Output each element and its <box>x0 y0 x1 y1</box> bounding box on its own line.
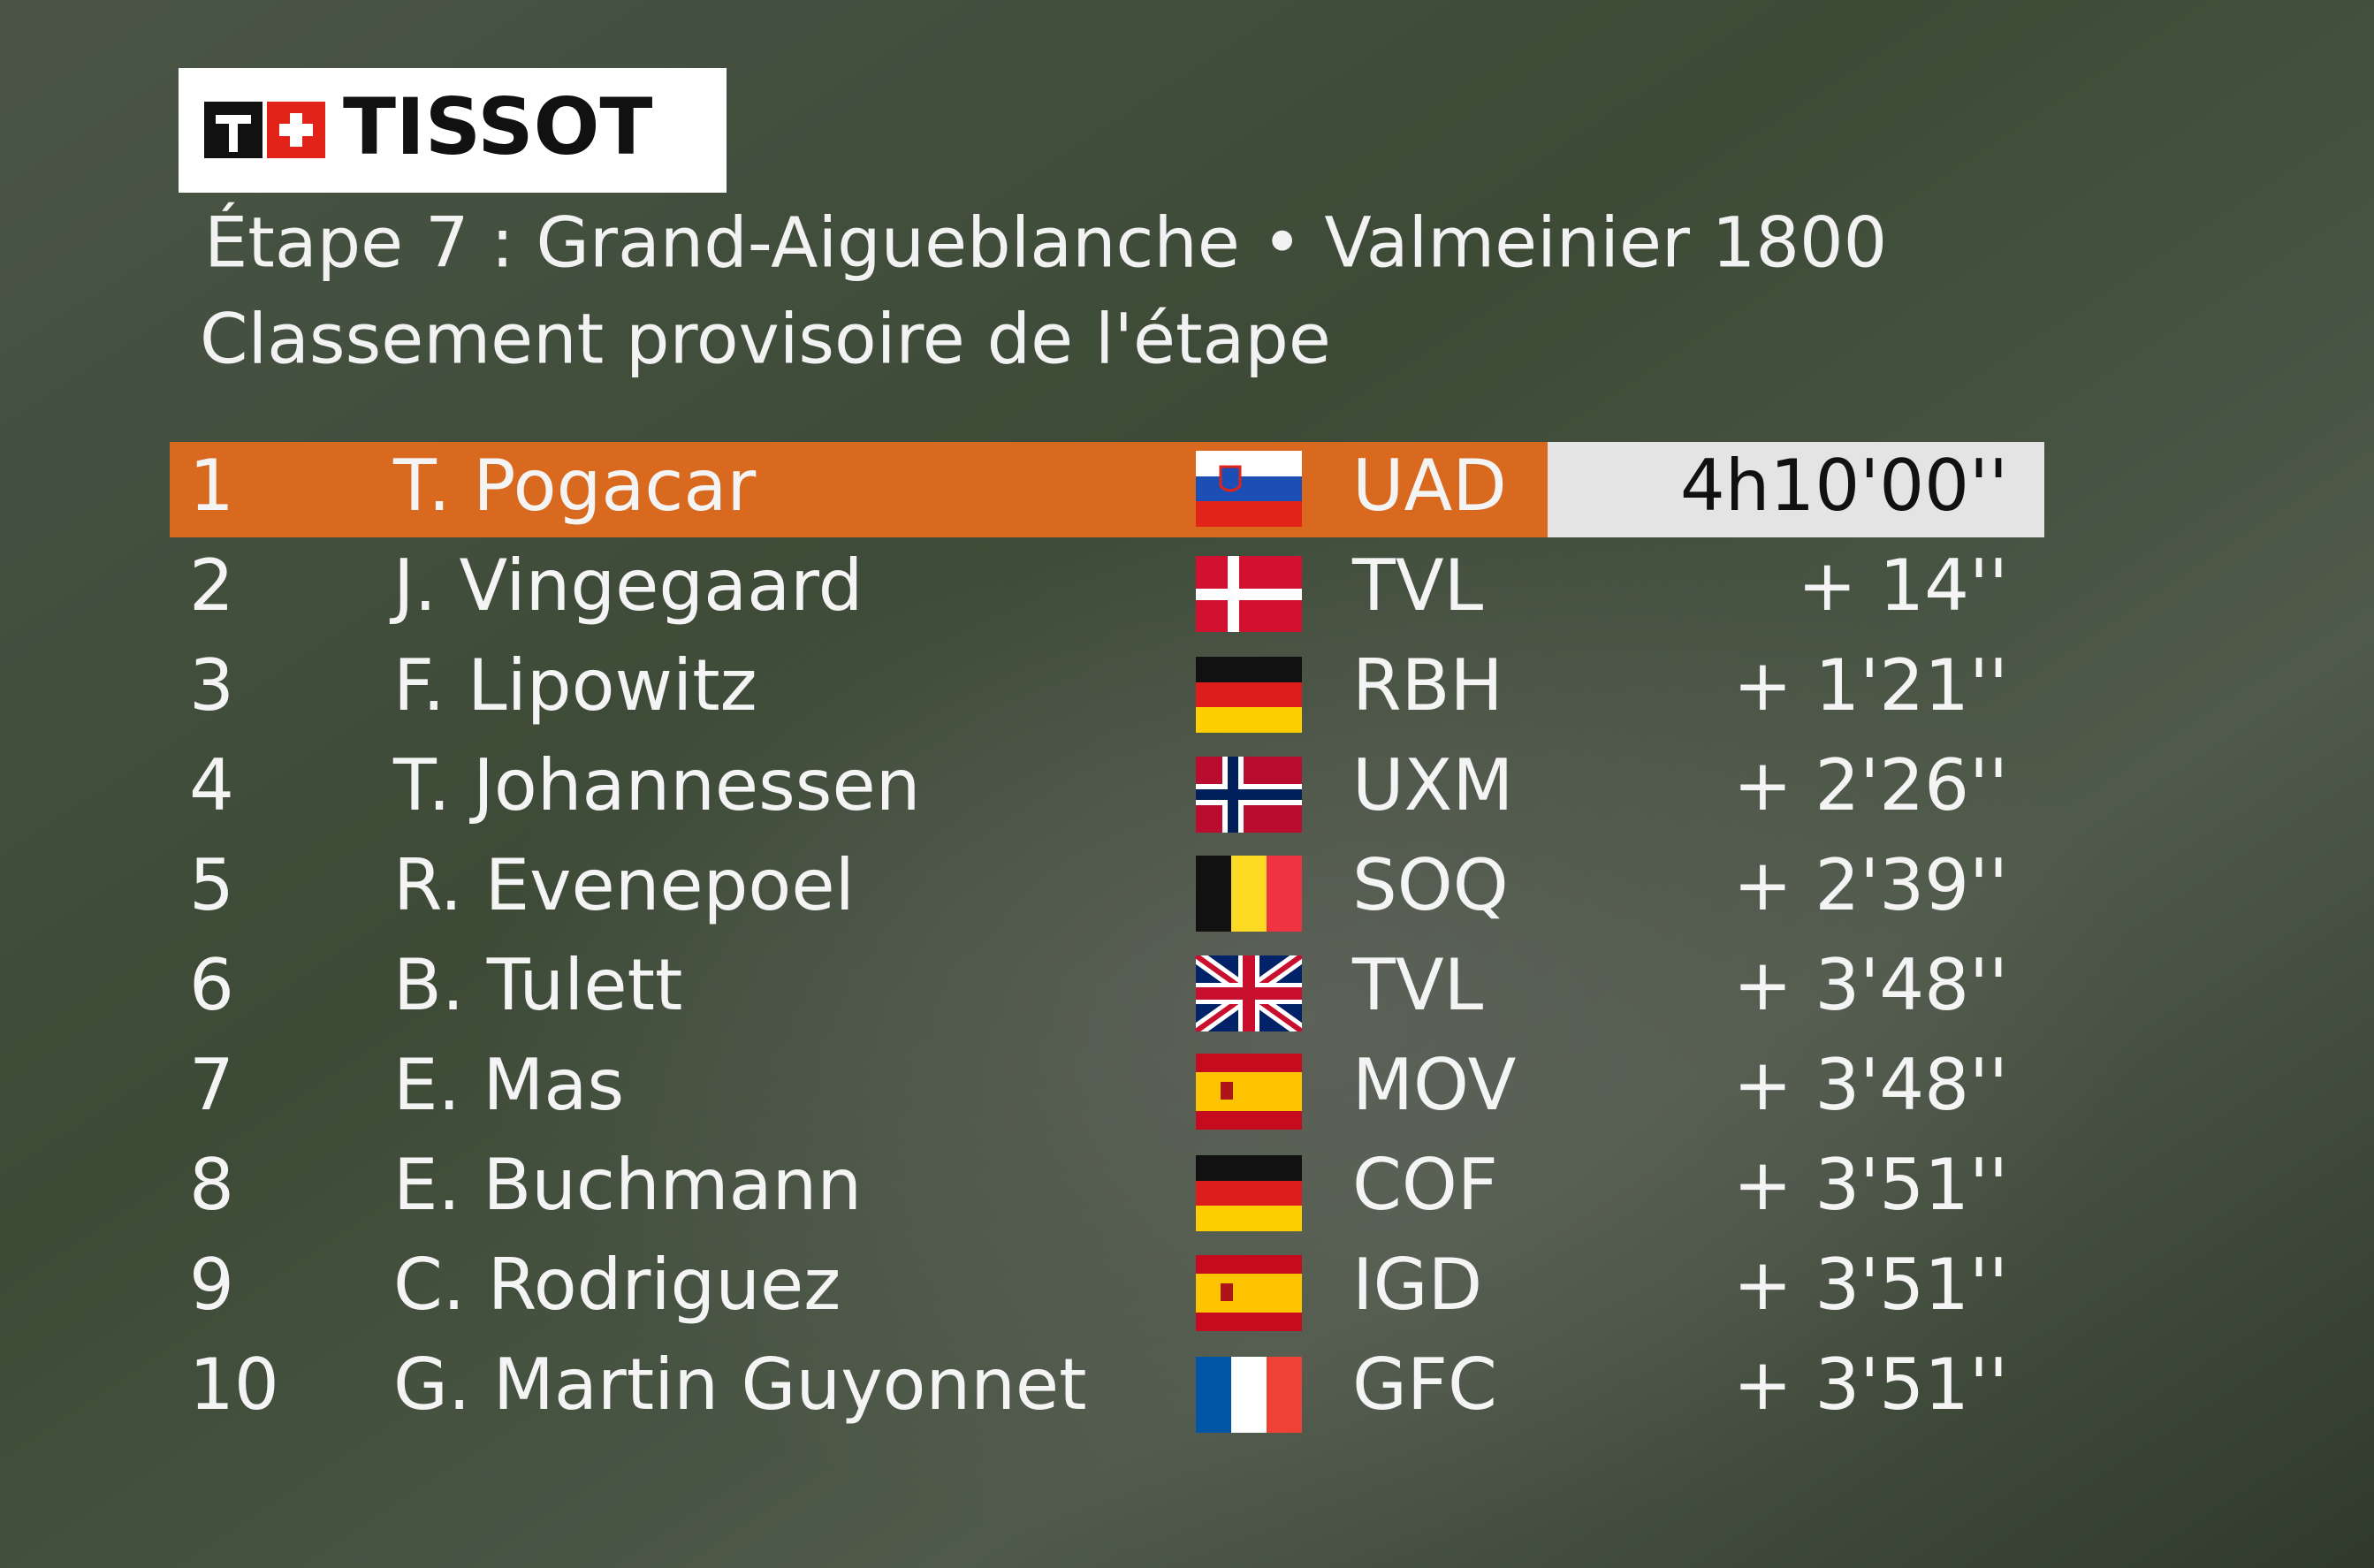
flag <box>1196 657 1302 733</box>
team: UXM <box>1352 744 1513 826</box>
title: Étape 7 : Grand-Aigueblanche • Valmeinie… <box>204 202 1887 283</box>
time-gap: + 3'51'' <box>1733 1244 2008 1326</box>
time-gap: + 14'' <box>1798 544 2008 627</box>
rider-name: J. Vingegaard <box>389 544 863 627</box>
rider-name: T. Johannessen <box>392 744 920 826</box>
leader-band <box>170 442 1548 537</box>
rider-name: C. Rodriguez <box>393 1244 841 1326</box>
flag <box>1196 955 1302 1031</box>
subtitle: Classement provisoire de l'étape <box>200 300 1331 379</box>
team: UAD <box>1352 445 1507 527</box>
flag <box>1196 451 1302 527</box>
flag <box>1196 1255 1302 1331</box>
flag <box>1196 1054 1302 1130</box>
time-gap: + 3'51'' <box>1733 1144 2008 1226</box>
flag <box>1196 1357 1302 1433</box>
rank: 7 <box>189 1044 234 1126</box>
rank: 10 <box>189 1343 279 1426</box>
flag <box>1196 556 1302 632</box>
team: SOQ <box>1352 844 1509 926</box>
flag <box>1196 757 1302 833</box>
rider-name: R. Evenepoel <box>393 844 855 926</box>
time-gap: + 3'48'' <box>1733 944 2008 1026</box>
team: IGD <box>1352 1244 1482 1326</box>
flag <box>1196 856 1302 932</box>
logo-t-glyph <box>216 115 251 152</box>
team: TVL <box>1351 944 1484 1026</box>
time-gap: 4h10'00'' <box>1680 445 2008 527</box>
leader-time-box <box>1548 442 2044 537</box>
rider-name: T. Pogacar <box>392 445 756 527</box>
flag <box>1196 1155 1302 1231</box>
team: RBH <box>1352 644 1503 727</box>
time-gap: + 1'21'' <box>1733 644 2008 727</box>
rank: 1 <box>189 445 234 527</box>
rider-name: G. Martin Guyonnet <box>393 1343 1087 1426</box>
team: COF <box>1352 1144 1498 1226</box>
team: MOV <box>1352 1044 1517 1126</box>
logo-text: TISSOT <box>343 81 652 172</box>
time-gap: + 2'39'' <box>1733 844 2008 926</box>
rank: 2 <box>189 544 234 627</box>
rider-name: E. Mas <box>393 1044 624 1126</box>
rank: 9 <box>189 1244 234 1326</box>
rank: 5 <box>189 844 234 926</box>
time-gap: + 2'26'' <box>1733 744 2008 826</box>
rider-name: B. Tulett <box>393 944 682 1026</box>
standings: 1 T. Pogacar UAD 4h10'00'' 2 J. Vingegaard TVL… <box>189 445 2008 1426</box>
rank: 8 <box>189 1144 234 1226</box>
team: TVL <box>1351 544 1484 627</box>
time-gap: + 3'48'' <box>1733 1044 2008 1126</box>
time-gap: + 3'51'' <box>1733 1343 2008 1426</box>
rank: 4 <box>189 744 234 826</box>
rider-name: E. Buchmann <box>393 1144 862 1226</box>
rank: 6 <box>189 944 234 1026</box>
rank: 3 <box>189 644 234 727</box>
team: GFC <box>1352 1343 1497 1426</box>
rider-name: F. Lipowitz <box>393 644 757 727</box>
logo-cross-glyph <box>279 113 313 147</box>
